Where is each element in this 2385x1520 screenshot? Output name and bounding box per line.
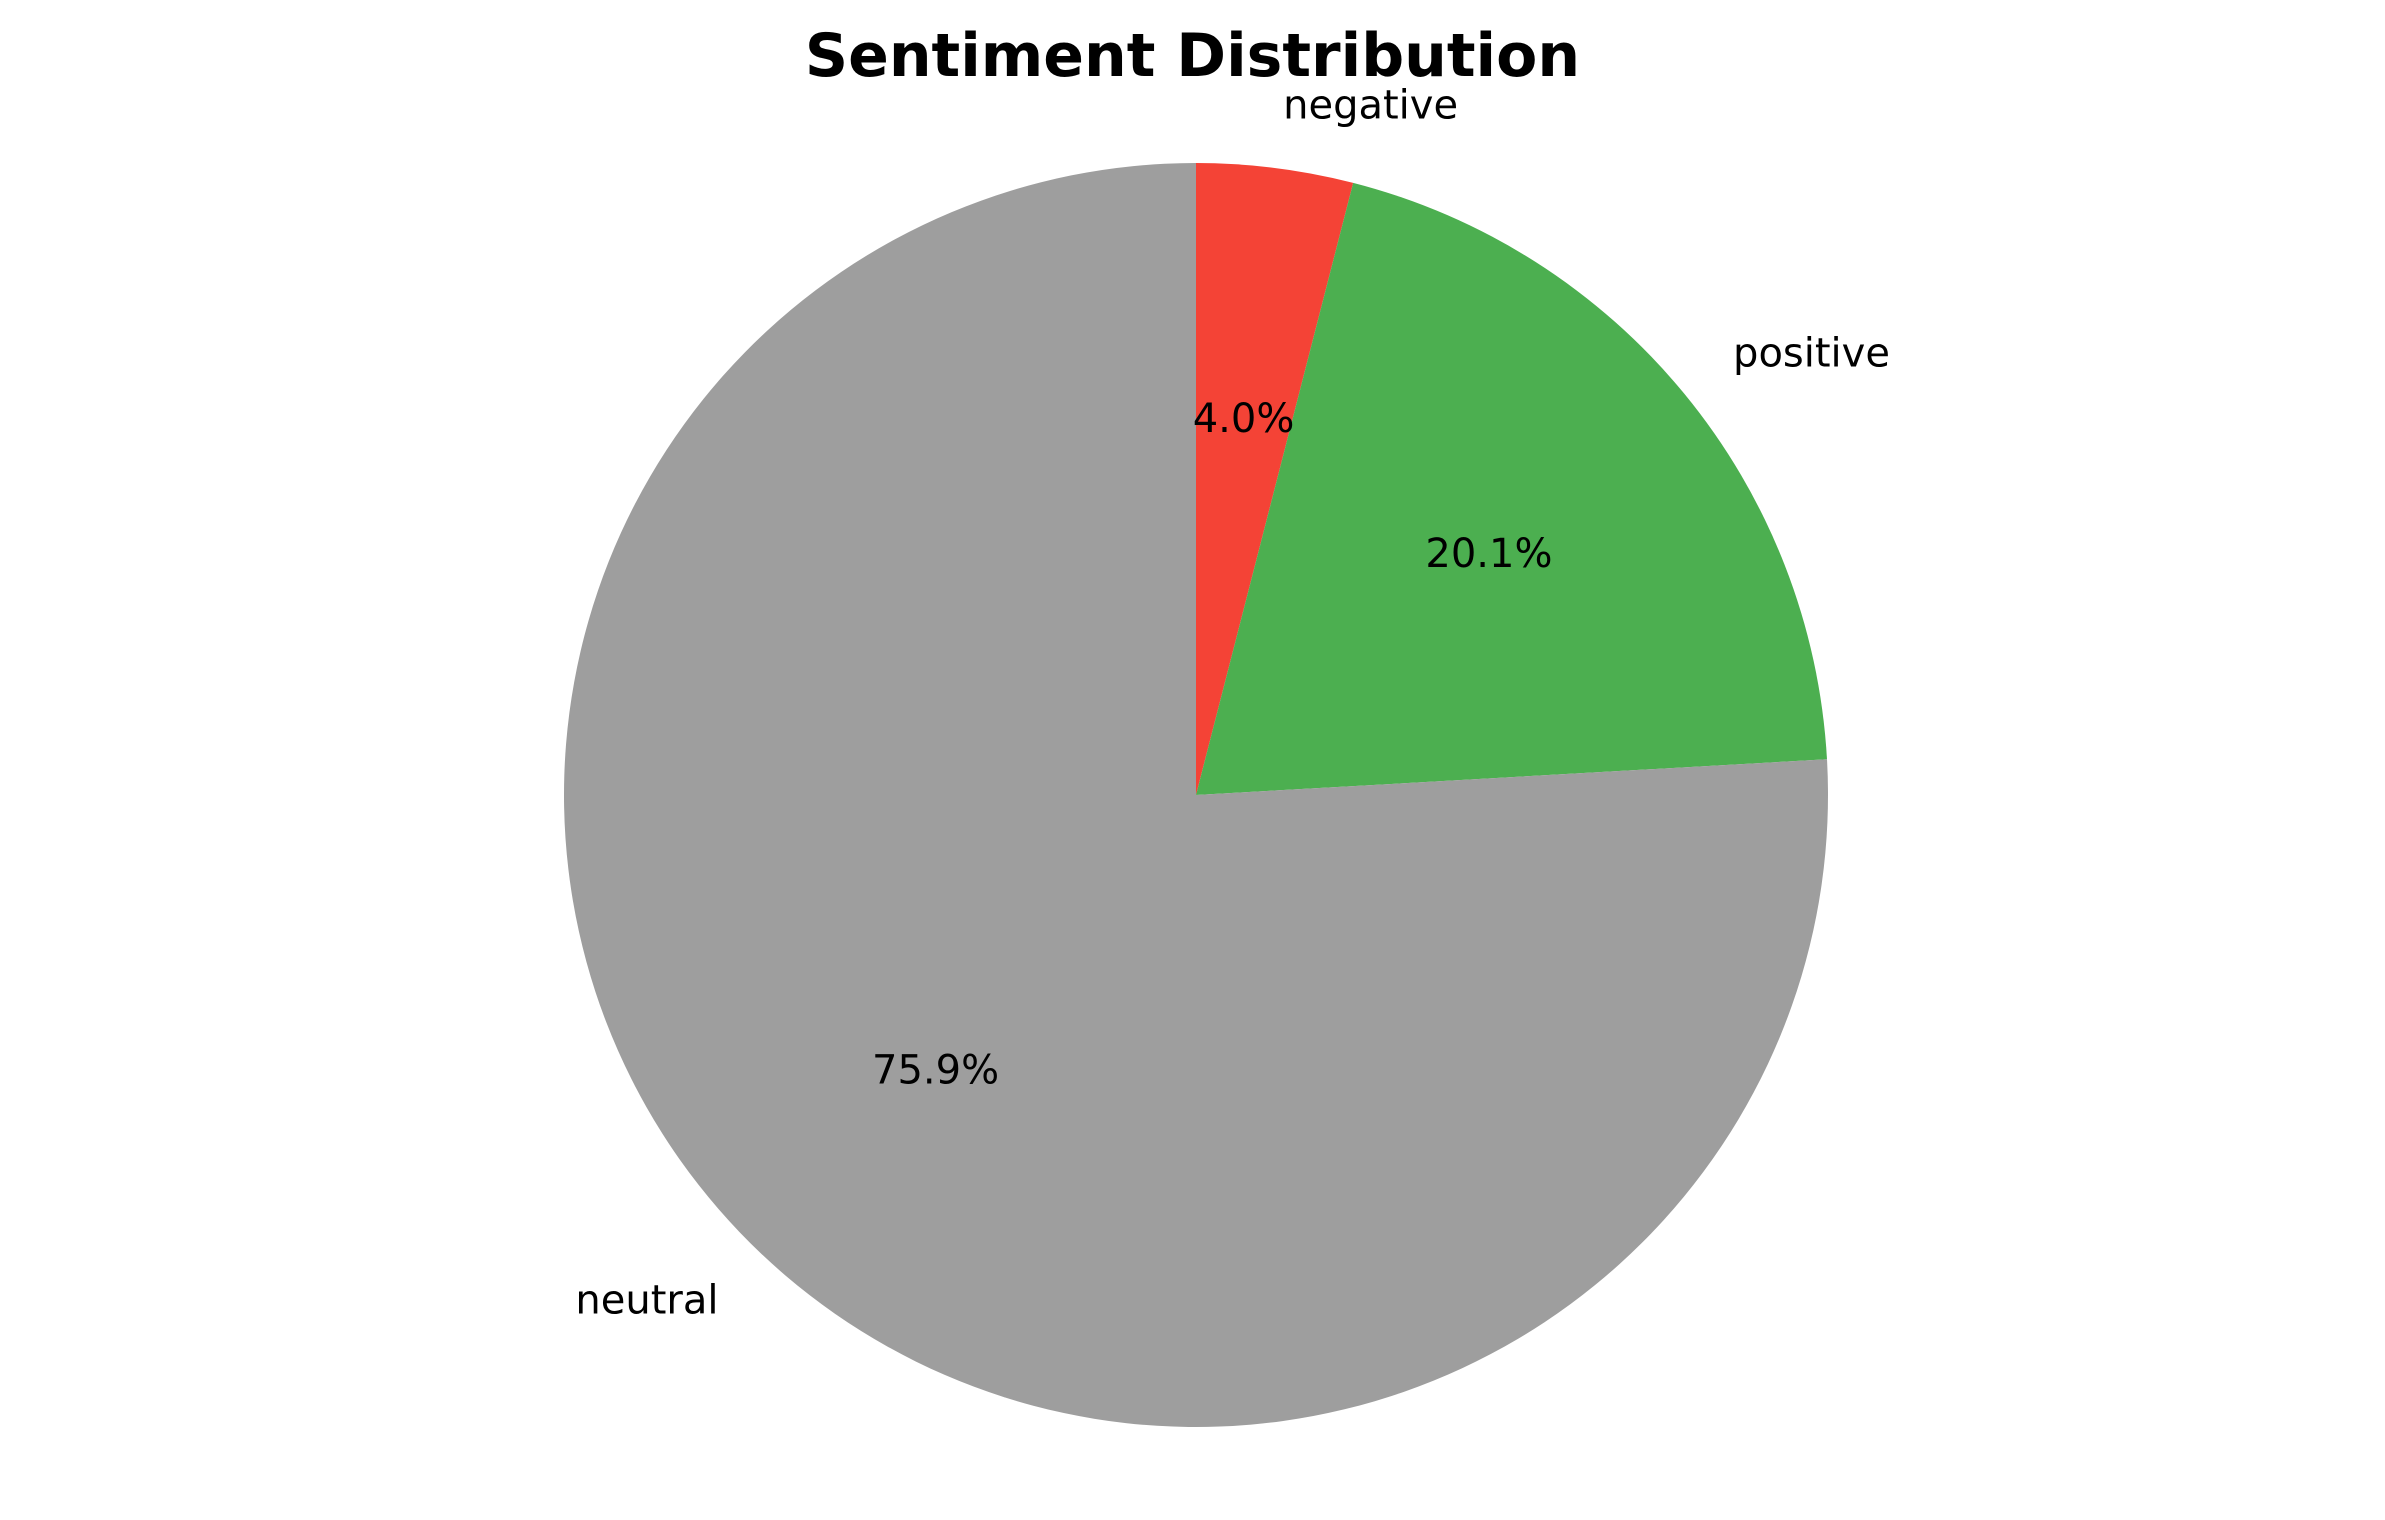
chart-title: Sentiment Distribution (804, 21, 1581, 91)
pie-slice-neutral (563, 163, 1828, 1428)
slice-label-negative: negative (1283, 82, 1458, 128)
slice-percent-positive: 20.1% (1425, 531, 1552, 577)
slice-percent-negative: 4.0% (1193, 396, 1295, 442)
slice-label-neutral: neutral (575, 1277, 718, 1323)
slice-label-positive: positive (1733, 331, 1890, 377)
pie-slice-positive (1196, 182, 1827, 795)
slice-percent-neutral: 75.9% (872, 1048, 999, 1094)
pie-slice-negative (1196, 163, 1354, 795)
